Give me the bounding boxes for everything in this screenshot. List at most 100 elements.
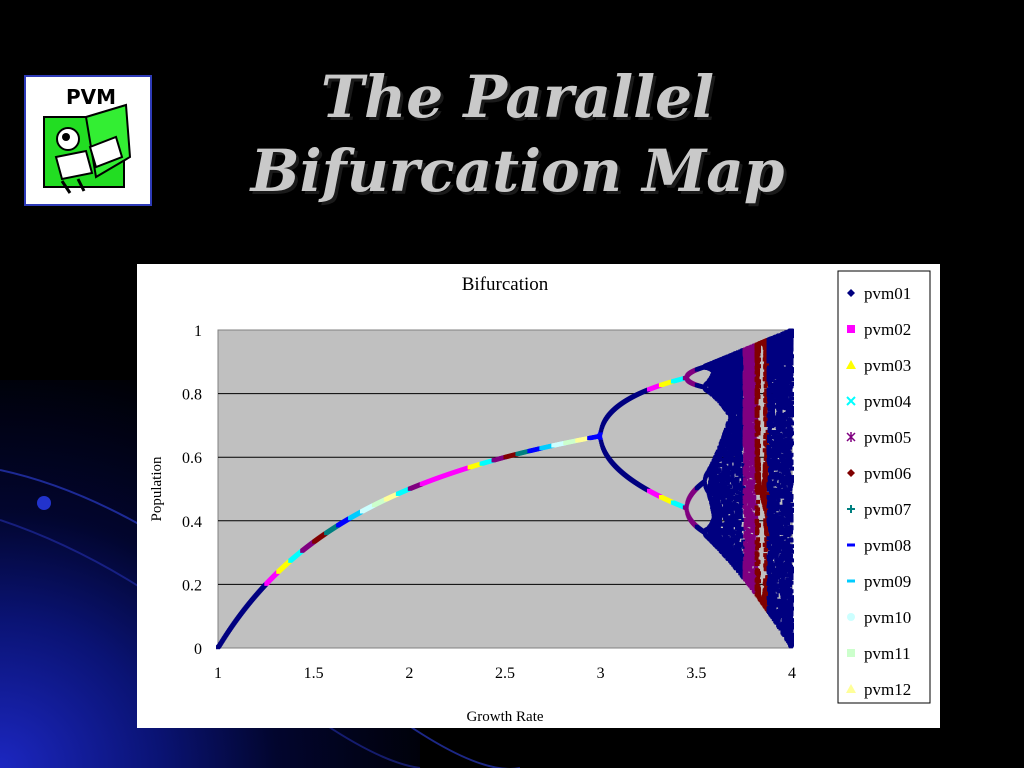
pvm-logo-icon bbox=[43, 103, 132, 194]
data-point bbox=[745, 467, 750, 472]
data-point bbox=[731, 523, 736, 528]
data-point bbox=[750, 569, 755, 574]
data-point bbox=[735, 538, 740, 543]
data-point bbox=[718, 516, 723, 521]
data-point bbox=[746, 364, 751, 369]
data-point bbox=[739, 542, 744, 547]
data-point bbox=[724, 452, 729, 457]
data-point bbox=[720, 484, 725, 489]
chart-title: Bifurcation bbox=[462, 274, 549, 295]
data-point bbox=[749, 511, 754, 516]
data-point bbox=[743, 525, 748, 530]
data-point bbox=[718, 536, 723, 541]
data-point bbox=[724, 521, 729, 526]
data-point bbox=[598, 430, 603, 435]
data-point bbox=[726, 489, 731, 494]
data-point bbox=[744, 569, 749, 574]
data-point bbox=[739, 392, 744, 397]
y-axis-label: Population bbox=[149, 456, 165, 522]
data-point bbox=[750, 551, 755, 556]
data-point bbox=[739, 458, 744, 463]
data-point bbox=[721, 496, 726, 501]
data-point bbox=[718, 529, 723, 534]
data-point bbox=[745, 484, 750, 489]
data-point bbox=[702, 479, 707, 484]
data-point bbox=[718, 364, 723, 369]
x-tick-label: 1.5 bbox=[304, 665, 324, 682]
data-point bbox=[723, 537, 728, 542]
data-point bbox=[738, 554, 743, 559]
data-point bbox=[741, 526, 746, 531]
data-point bbox=[751, 474, 756, 479]
data-point bbox=[733, 535, 738, 540]
data-point bbox=[743, 488, 748, 493]
data-point bbox=[738, 557, 743, 562]
data-point bbox=[717, 468, 722, 473]
data-point bbox=[736, 482, 741, 487]
data-point bbox=[746, 523, 751, 528]
data-point bbox=[731, 506, 736, 511]
data-point bbox=[739, 411, 744, 416]
data-point bbox=[718, 394, 723, 399]
data-point bbox=[739, 534, 744, 539]
data-point bbox=[735, 476, 740, 481]
data-point bbox=[752, 494, 757, 499]
x-tick-label: 3 bbox=[597, 665, 605, 682]
data-point bbox=[739, 426, 744, 431]
data-point bbox=[723, 447, 728, 452]
data-point bbox=[732, 469, 737, 474]
data-point bbox=[726, 468, 731, 473]
data-point bbox=[741, 363, 746, 368]
data-point bbox=[745, 475, 750, 480]
data-point bbox=[721, 499, 726, 504]
data-point bbox=[724, 395, 729, 400]
data-point bbox=[744, 572, 749, 577]
data-point bbox=[744, 471, 749, 476]
data-point bbox=[751, 534, 756, 539]
data-point bbox=[746, 549, 751, 554]
data-point bbox=[728, 537, 733, 542]
data-point bbox=[747, 538, 752, 543]
slide-title-line-1: The Parallel bbox=[320, 63, 715, 131]
data-point bbox=[718, 545, 723, 550]
data-point bbox=[748, 565, 753, 570]
data-point bbox=[742, 545, 747, 550]
data-point bbox=[711, 482, 716, 487]
data-point bbox=[738, 363, 743, 368]
data-point bbox=[738, 446, 743, 451]
x-tick-label: 2 bbox=[405, 665, 413, 682]
data-point bbox=[725, 383, 730, 388]
data-point bbox=[751, 582, 756, 587]
data-point bbox=[741, 366, 746, 371]
data-point bbox=[746, 447, 751, 452]
data-point bbox=[739, 559, 744, 564]
data-point bbox=[684, 508, 689, 513]
data-point bbox=[736, 436, 741, 441]
data-point bbox=[735, 563, 740, 568]
data-point bbox=[753, 590, 758, 595]
data-point bbox=[749, 492, 754, 497]
data-point bbox=[738, 508, 743, 513]
data-point bbox=[739, 503, 744, 508]
data-point bbox=[739, 405, 744, 410]
y-tick-label: 0 bbox=[194, 641, 202, 658]
data-point bbox=[735, 383, 740, 388]
data-point bbox=[739, 471, 744, 476]
data-point bbox=[719, 486, 724, 491]
data-point bbox=[745, 545, 750, 550]
data-point bbox=[752, 479, 757, 484]
data-point bbox=[711, 503, 716, 508]
data-point bbox=[744, 460, 749, 465]
data-point bbox=[729, 497, 734, 502]
data-point bbox=[738, 515, 743, 520]
data-point bbox=[725, 535, 730, 540]
data-point bbox=[724, 519, 729, 524]
data-point bbox=[750, 549, 755, 554]
data-point bbox=[749, 504, 754, 509]
data-point bbox=[724, 466, 729, 471]
slide-title-line-2: Bifurcation Map bbox=[250, 137, 785, 205]
data-point bbox=[728, 484, 733, 489]
data-point bbox=[725, 475, 730, 480]
data-point bbox=[751, 499, 756, 504]
data-point bbox=[738, 474, 743, 479]
